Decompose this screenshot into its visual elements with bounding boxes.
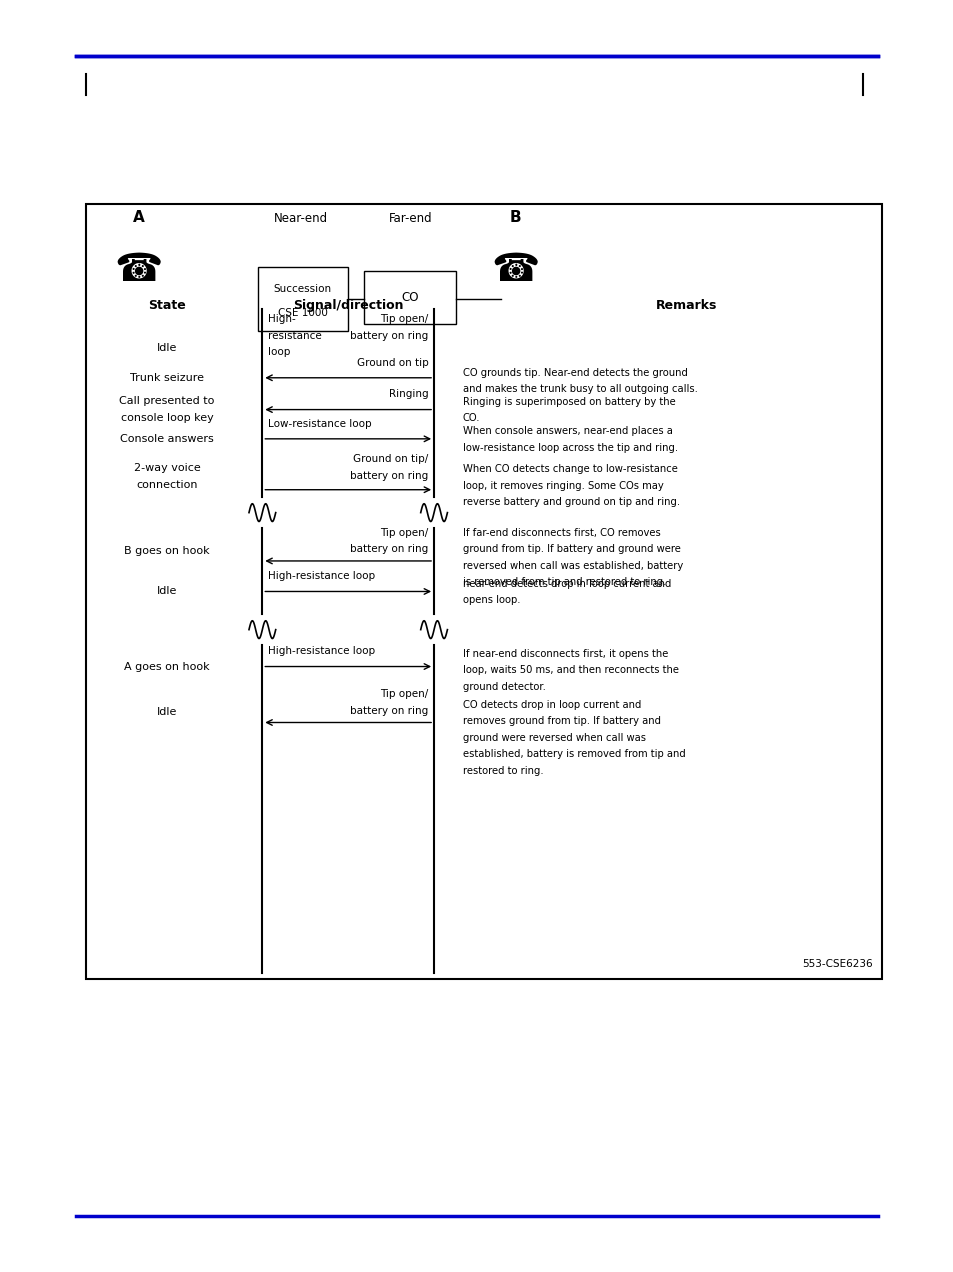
Text: If near-end disconnects first, it opens the: If near-end disconnects first, it opens … <box>462 649 667 659</box>
Text: Ringing: Ringing <box>388 389 428 399</box>
Text: Console answers: Console answers <box>120 434 213 444</box>
Text: restored to ring.: restored to ring. <box>462 766 543 776</box>
Text: loop, it removes ringing. Some COs may: loop, it removes ringing. Some COs may <box>462 481 662 491</box>
Text: battery on ring: battery on ring <box>350 331 428 341</box>
Text: battery on ring: battery on ring <box>350 544 428 555</box>
Text: reversed when call was established, battery: reversed when call was established, batt… <box>462 561 682 571</box>
Text: ground detector.: ground detector. <box>462 682 545 692</box>
Text: Succession: Succession <box>274 285 332 294</box>
Text: Ground on tip/: Ground on tip/ <box>353 454 428 464</box>
Text: Far-end: Far-end <box>388 212 432 225</box>
Text: CO.: CO. <box>462 413 479 424</box>
Bar <box>257 267 348 331</box>
Text: loop: loop <box>268 347 290 357</box>
Text: CSE 1000: CSE 1000 <box>277 308 328 318</box>
Text: Call presented to: Call presented to <box>119 396 214 406</box>
Text: console loop key: console loop key <box>120 413 213 424</box>
Text: High-resistance loop: High-resistance loop <box>268 646 375 656</box>
Text: Ringing is superimposed on battery by the: Ringing is superimposed on battery by th… <box>462 397 675 407</box>
Text: is removed from tip and restored to ring.: is removed from tip and restored to ring… <box>462 577 665 588</box>
Text: Idle: Idle <box>156 586 177 597</box>
Text: Idle: Idle <box>156 343 177 354</box>
Text: removes ground from tip. If battery and: removes ground from tip. If battery and <box>462 716 660 726</box>
Text: When console answers, near-end places a: When console answers, near-end places a <box>462 426 672 436</box>
Text: low-resistance loop across the tip and ring.: low-resistance loop across the tip and r… <box>462 443 677 453</box>
Text: CO grounds tip. Near-end detects the ground: CO grounds tip. Near-end detects the gro… <box>462 368 687 378</box>
Text: High-: High- <box>268 314 295 324</box>
Text: State: State <box>148 299 186 312</box>
Text: opens loop.: opens loop. <box>462 595 519 605</box>
Bar <box>86 204 882 979</box>
Text: 553-CSE6236: 553-CSE6236 <box>801 959 872 969</box>
Text: If far-end disconnects first, CO removes: If far-end disconnects first, CO removes <box>462 528 659 538</box>
Text: battery on ring: battery on ring <box>350 706 428 716</box>
Text: Ground on tip: Ground on tip <box>356 357 428 368</box>
Text: A: A <box>132 210 144 225</box>
Text: ☎: ☎ <box>114 251 162 289</box>
Text: Tip open/: Tip open/ <box>379 689 428 700</box>
Text: Idle: Idle <box>156 707 177 717</box>
Text: established, battery is removed from tip and: established, battery is removed from tip… <box>462 749 684 759</box>
Text: Signal/direction: Signal/direction <box>293 299 403 312</box>
Text: and makes the trunk busy to all outgoing calls.: and makes the trunk busy to all outgoing… <box>462 384 697 394</box>
Text: ground from tip. If battery and ground were: ground from tip. If battery and ground w… <box>462 544 679 555</box>
Text: CO: CO <box>401 291 418 304</box>
Text: Remarks: Remarks <box>656 299 717 312</box>
Text: battery on ring: battery on ring <box>350 471 428 481</box>
Text: near-end detects drop in loop current and: near-end detects drop in loop current an… <box>462 579 670 589</box>
Text: ground were reversed when call was: ground were reversed when call was <box>462 733 645 743</box>
Text: CO detects drop in loop current and: CO detects drop in loop current and <box>462 700 640 710</box>
Text: 2-way voice: 2-way voice <box>133 463 200 473</box>
Text: Tip open/: Tip open/ <box>379 314 428 324</box>
Text: When CO detects change to low-resistance: When CO detects change to low-resistance <box>462 464 677 474</box>
Text: loop, waits 50 ms, and then reconnects the: loop, waits 50 ms, and then reconnects t… <box>462 665 678 675</box>
Text: B: B <box>509 210 520 225</box>
Bar <box>364 271 456 324</box>
Text: ☎: ☎ <box>491 251 538 289</box>
Text: High-resistance loop: High-resistance loop <box>268 571 375 581</box>
Text: Trunk seizure: Trunk seizure <box>130 373 204 383</box>
Text: resistance: resistance <box>268 331 321 341</box>
Text: Near-end: Near-end <box>274 212 327 225</box>
Text: reverse battery and ground on tip and ring.: reverse battery and ground on tip and ri… <box>462 497 679 508</box>
Text: Low-resistance loop: Low-resistance loop <box>268 418 372 429</box>
Text: Tip open/: Tip open/ <box>379 528 428 538</box>
Text: connection: connection <box>136 480 197 490</box>
Text: A goes on hook: A goes on hook <box>124 661 210 672</box>
Text: B goes on hook: B goes on hook <box>124 546 210 556</box>
